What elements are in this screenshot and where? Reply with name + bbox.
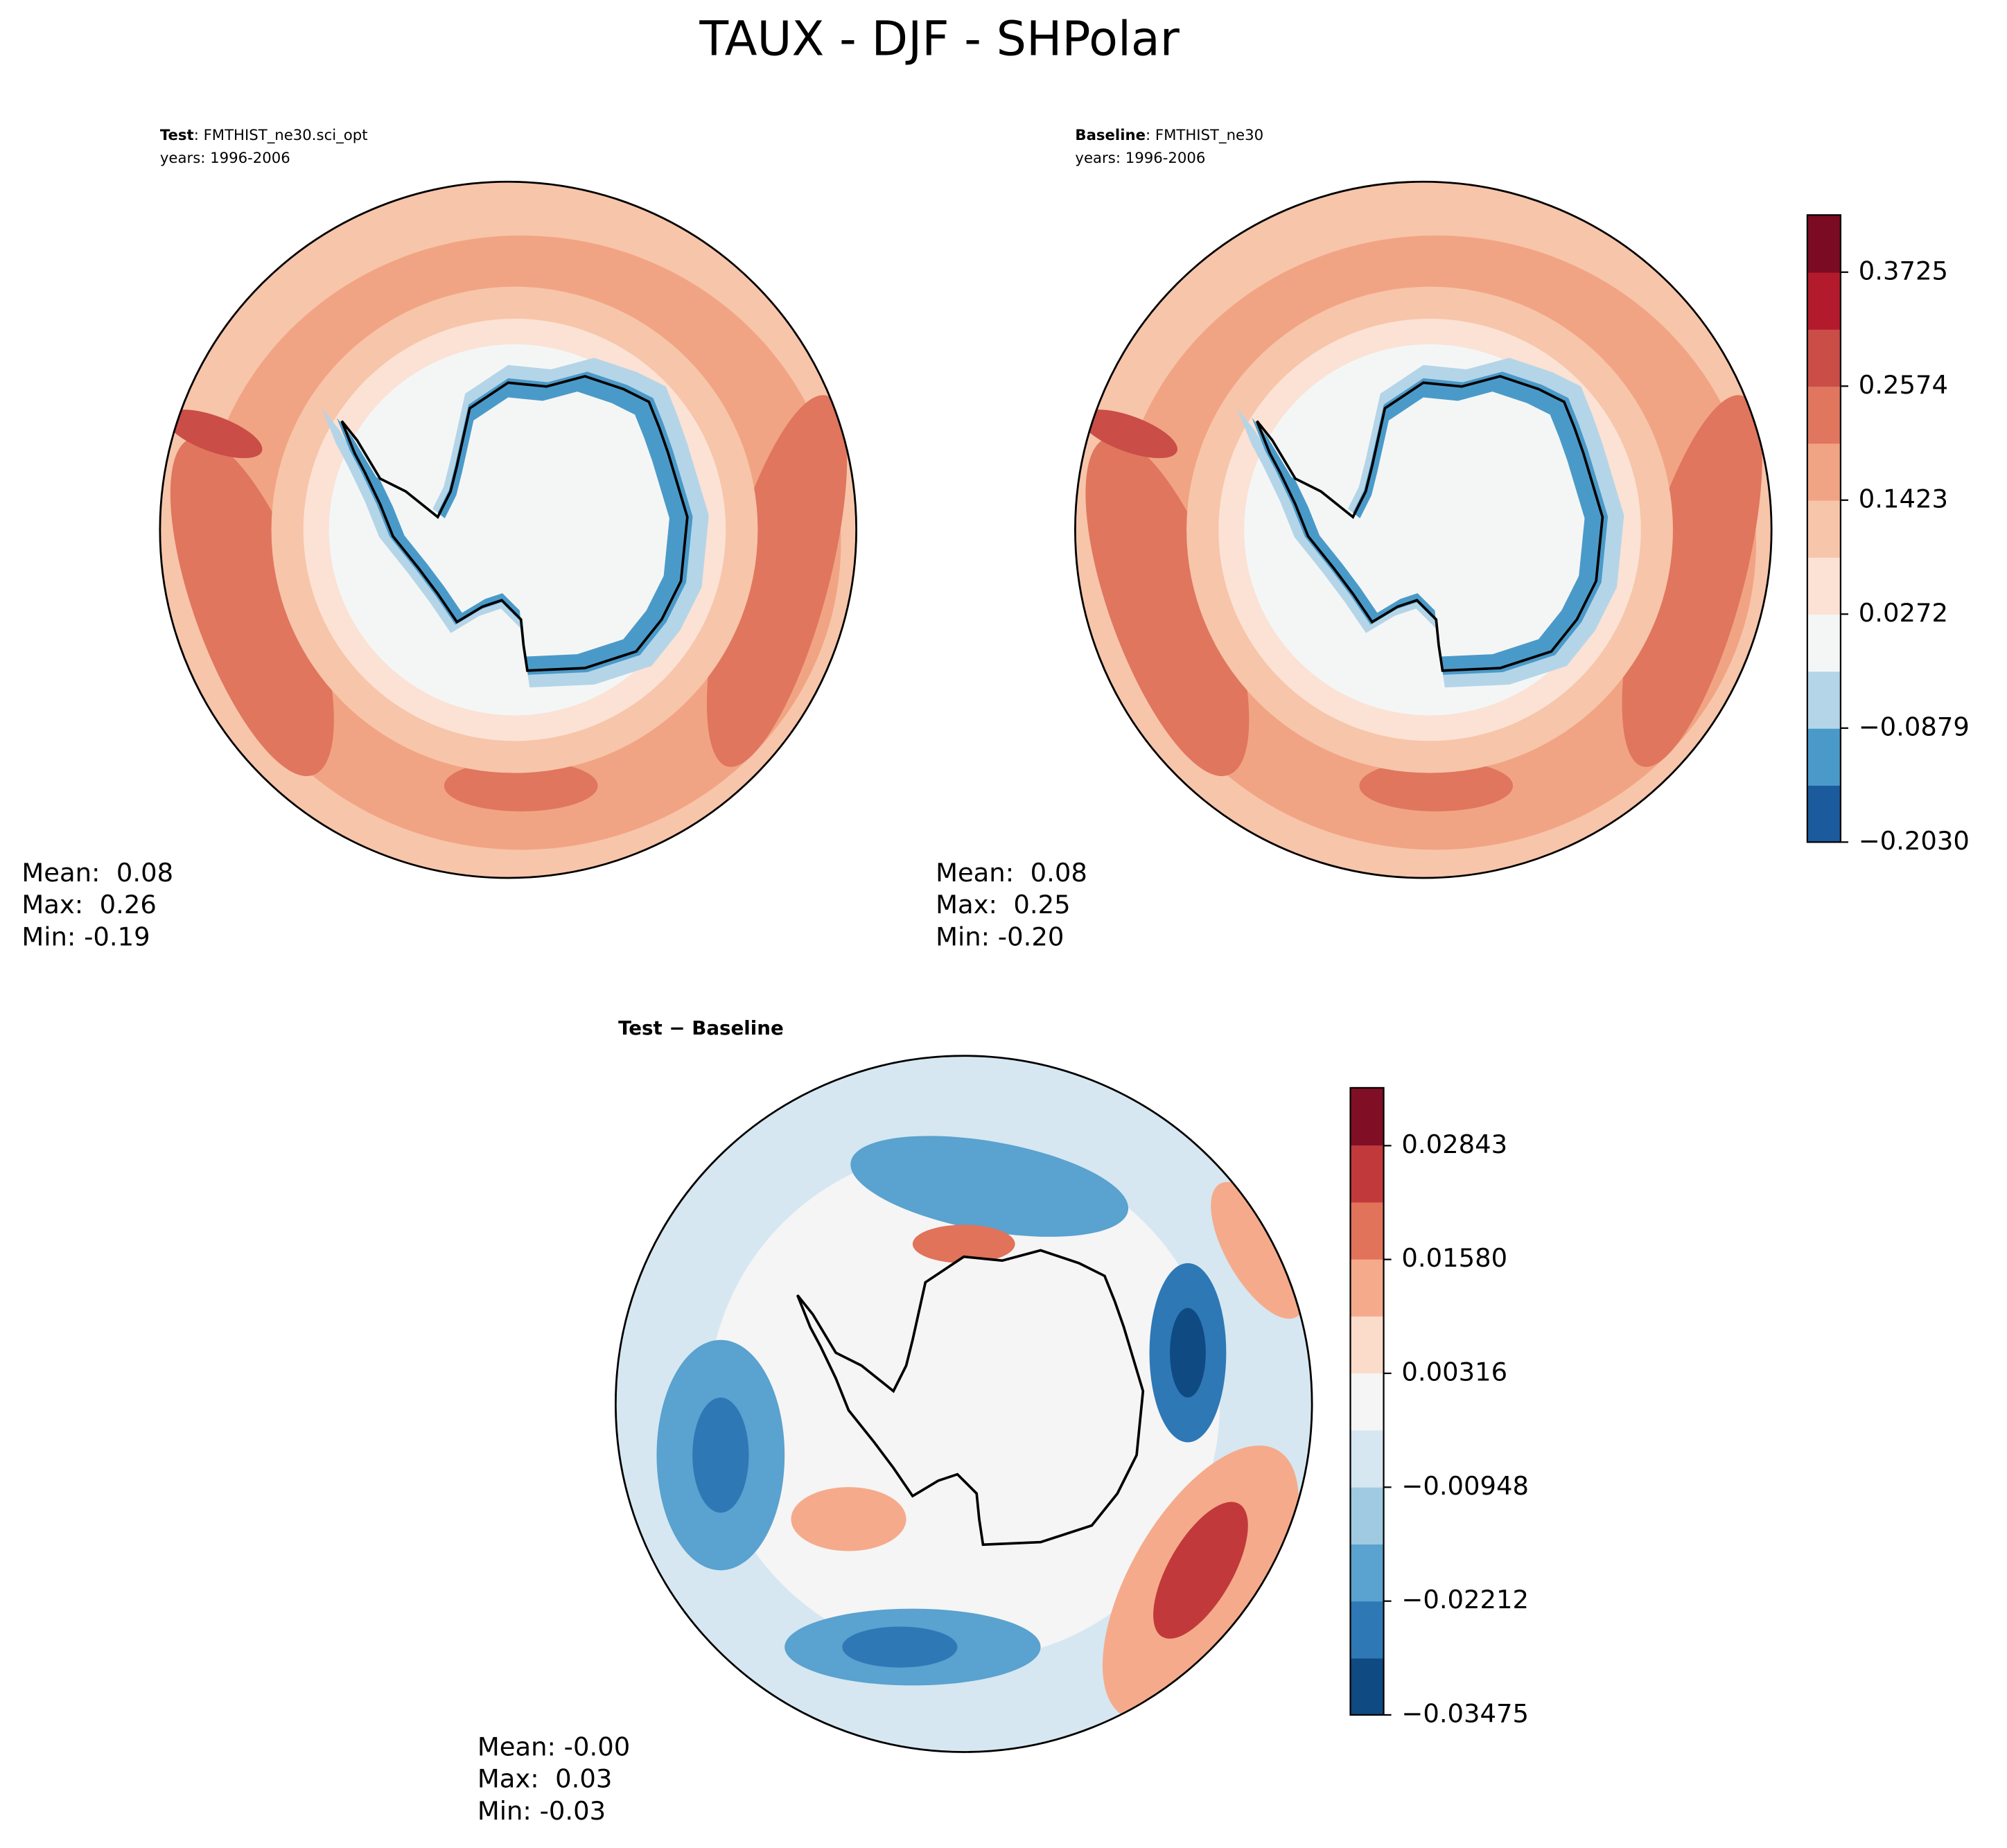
contour-band bbox=[1153, 1502, 1248, 1639]
panel-label: Baseline: FMTHIST_ne30 bbox=[1075, 127, 1263, 144]
colorbar-bin bbox=[1350, 1202, 1384, 1260]
panel-stat: Max: 0.03 bbox=[477, 1764, 612, 1794]
contour-band bbox=[444, 760, 598, 811]
colorbar-tick-label: −0.00948 bbox=[1401, 1471, 1529, 1501]
colorbar-bin bbox=[1807, 671, 1841, 729]
contour-band bbox=[912, 1224, 1015, 1263]
map-boundary bbox=[614, 1055, 1313, 1753]
contour-band bbox=[358, 391, 669, 657]
map-boundary bbox=[159, 180, 857, 879]
colorbar-tick-label: 0.1423 bbox=[1859, 484, 1948, 513]
contour-band bbox=[1359, 760, 1514, 811]
coastline bbox=[796, 1249, 1145, 1547]
colorbar-bin bbox=[1807, 386, 1841, 444]
colorbar-bin bbox=[1350, 1601, 1384, 1659]
colorbar-bin bbox=[1807, 272, 1841, 330]
colorbar-tick-label: 0.0272 bbox=[1859, 598, 1948, 628]
contour-band bbox=[1622, 395, 1762, 767]
colorbar-bin bbox=[1350, 1258, 1384, 1317]
map bbox=[159, 180, 857, 879]
coastline bbox=[340, 375, 689, 672]
panel-stat: Max: 0.26 bbox=[21, 890, 156, 919]
panel-stat: Max: 0.25 bbox=[936, 890, 1070, 919]
contour-band bbox=[1080, 410, 1177, 459]
contour-band bbox=[1273, 391, 1585, 657]
panel-stat: Min: -0.19 bbox=[21, 922, 150, 951]
contour-band bbox=[706, 395, 848, 767]
contour-band bbox=[850, 1136, 1129, 1237]
colorbar-tick-label: 0.3725 bbox=[1859, 256, 1948, 285]
panel-label: Test: FMTHIST_ne30.sci_opt bbox=[160, 127, 368, 144]
colorbar-tick-label: 0.02843 bbox=[1401, 1129, 1507, 1159]
contour-band bbox=[1170, 1308, 1206, 1398]
colorbar-frame bbox=[1349, 1086, 1385, 1716]
colorbar-tick-label: −0.03475 bbox=[1401, 1698, 1529, 1728]
colorbar-frame bbox=[1806, 214, 1842, 843]
contour-band bbox=[797, 1250, 1143, 1545]
map bbox=[1074, 180, 1773, 879]
figure-title: TAUX - DJF - SHPolar bbox=[699, 12, 1180, 67]
coastline bbox=[1255, 375, 1604, 672]
panel-stat: Mean: 0.08 bbox=[21, 858, 173, 888]
colorbar-tick-label: 0.00316 bbox=[1401, 1357, 1507, 1387]
colorbar-bin bbox=[1350, 1087, 1384, 1146]
panel-years: years: 1996-2006 bbox=[160, 150, 290, 167]
contour-band bbox=[1085, 437, 1250, 777]
map-field bbox=[1075, 182, 1772, 879]
colorbar-tick-label: −0.0879 bbox=[1859, 712, 1970, 741]
contour-band bbox=[165, 410, 263, 459]
colorbar-tick-label: 0.2574 bbox=[1859, 370, 1948, 400]
colorbar-bin bbox=[1807, 443, 1841, 501]
panel-stat: Min: -0.03 bbox=[477, 1796, 606, 1826]
colorbar-tick-label: 0.01580 bbox=[1401, 1243, 1507, 1273]
colorbar-bin bbox=[1807, 785, 1841, 843]
colorbar-bin bbox=[1350, 1486, 1384, 1545]
panel-years: years: 1996-2006 bbox=[1075, 150, 1205, 167]
colorbar-bin bbox=[1807, 556, 1841, 615]
colorbar-bin bbox=[1350, 1544, 1384, 1602]
contour-band bbox=[692, 1397, 749, 1513]
panel-stat: Mean: -0.00 bbox=[477, 1732, 630, 1761]
colorbar-bin bbox=[1350, 1657, 1384, 1716]
panel-stat: Mean: 0.08 bbox=[936, 858, 1087, 888]
colorbar-bin bbox=[1350, 1145, 1384, 1203]
map bbox=[614, 1055, 1313, 1753]
colorbar-bin bbox=[1807, 215, 1841, 273]
colorbar-tick-label: −0.02212 bbox=[1401, 1585, 1529, 1614]
contour-band bbox=[791, 1487, 906, 1551]
panel-label-bold: Baseline bbox=[1075, 127, 1146, 144]
panel-label-bold: Test bbox=[160, 127, 194, 144]
contour-band bbox=[842, 1626, 958, 1668]
colorbar-bin bbox=[1807, 614, 1841, 672]
panel-label-name: : FMTHIST_ne30.sci_opt bbox=[194, 127, 368, 144]
map-field bbox=[159, 182, 857, 879]
contour-band bbox=[170, 437, 334, 777]
panel-label: Test − Baseline bbox=[618, 1017, 784, 1039]
colorbar-bin bbox=[1807, 500, 1841, 558]
contour-band bbox=[1211, 1181, 1306, 1319]
colorbar-bin bbox=[1350, 1315, 1384, 1374]
colorbar-tick-label: −0.2030 bbox=[1859, 826, 1970, 856]
panel-stat: Min: -0.20 bbox=[936, 922, 1064, 951]
colorbar-bin bbox=[1350, 1373, 1384, 1431]
colorbar-bin bbox=[1807, 328, 1841, 387]
map-field bbox=[615, 1055, 1313, 1752]
colorbar-bin bbox=[1350, 1429, 1384, 1488]
colorbar-bin bbox=[1807, 728, 1841, 786]
map-boundary bbox=[1074, 180, 1773, 879]
panel-label-name: : FMTHIST_ne30 bbox=[1146, 127, 1263, 144]
